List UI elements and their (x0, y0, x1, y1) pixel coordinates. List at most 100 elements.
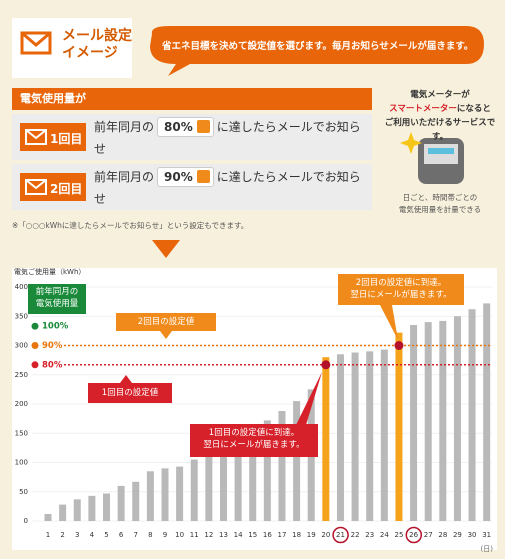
annotation: 2回目の設定値に到達。 翌日にメールが届きます。 (338, 274, 464, 305)
badge-text: 1回目 (50, 130, 82, 147)
bar (469, 309, 476, 521)
x-tick-label: 7 (134, 531, 138, 539)
annotation: 2回目の設定値 (116, 313, 216, 331)
bar (439, 321, 446, 521)
x-tick-label: 1 (46, 531, 50, 539)
x-tick-label: 23 (365, 531, 374, 539)
text: 前年同月の (94, 170, 154, 184)
bar (45, 514, 52, 521)
x-tick-label: 3 (75, 531, 79, 539)
logo-line: メール設定 (62, 28, 132, 45)
bar (395, 333, 402, 521)
y-tick-label: 400 (15, 283, 28, 291)
x-tick-label: 10 (175, 531, 184, 539)
x-tick-label: 12 (204, 531, 213, 539)
meter-line: スマートメーターになると (378, 102, 502, 116)
x-tick-label: 25 (394, 531, 403, 539)
bar (454, 316, 461, 521)
x-tick-label: 24 (380, 531, 389, 539)
x-tick-label: 21 (336, 531, 345, 539)
reference-label: 80% (42, 360, 63, 370)
x-tick-label: 29 (453, 531, 462, 539)
x-tick-label: 8 (148, 531, 152, 539)
percent-select[interactable]: 80% (157, 117, 214, 137)
page: 電気ご使用量（kWh） (日) 050100150200250300350400… (0, 0, 505, 559)
logo-title: メール設定 イメージ (62, 28, 132, 62)
y-tick-label: 150 (15, 429, 28, 437)
x-tick-label: 11 (190, 531, 199, 539)
x-tick-label: 5 (104, 531, 108, 539)
reference-dot (32, 361, 39, 368)
annotation: 1回目の設定値 (88, 383, 172, 403)
bar (118, 486, 125, 521)
bar (220, 448, 227, 521)
x-tick-label: 30 (468, 531, 477, 539)
bar (132, 482, 139, 521)
percent: 90% (164, 170, 193, 184)
x-tick-label: 6 (119, 531, 124, 539)
bar (161, 468, 168, 521)
bar (205, 457, 212, 521)
bar (425, 322, 432, 521)
x-tick-label: 22 (351, 531, 360, 539)
bar (352, 353, 359, 521)
crossing-marker (321, 360, 330, 369)
annotation: 1回目の設定値に到達。 翌日にメールが届きます。 (190, 424, 318, 457)
text: になると (457, 104, 491, 114)
y-tick-label: 200 (15, 400, 28, 408)
panel-title: 電気使用量が (12, 88, 372, 110)
reference-dot (32, 323, 39, 330)
y-tick-label: 350 (15, 312, 28, 320)
mail-icon (25, 179, 47, 195)
x-tick-label: 18 (292, 531, 301, 539)
y-tick-label: 250 (15, 371, 28, 379)
meter-caption: 日ごと、時間帯ごとの 電気使用量を計量できる (378, 192, 502, 216)
bar (88, 496, 95, 521)
badge-text: 2回目 (50, 180, 82, 197)
logo-line: イメージ (62, 45, 132, 62)
badge: 2回目 (20, 173, 86, 201)
y-tick-label: 0 (24, 517, 28, 525)
meter-line: ご利用いただけるサービスです。 (378, 116, 502, 144)
x-tick-label: 13 (219, 531, 228, 539)
x-tick-label: 19 (307, 531, 316, 539)
setting-row: 2回目 前年同月の90%に達したらメールでお知らせ (12, 164, 372, 210)
percent: 80% (164, 120, 193, 134)
x-unit: (日) (481, 545, 494, 553)
x-tick-label: 17 (278, 531, 287, 539)
badge: 1回目 (20, 123, 86, 151)
x-tick-label: 2 (60, 531, 64, 539)
x-tick-label: 31 (482, 531, 491, 539)
x-tick-label: 16 (263, 531, 272, 539)
percent-select[interactable]: 90% (157, 167, 214, 187)
annotation: 前年同月の 電気使用量 (28, 284, 86, 314)
text: 前年同月の (94, 120, 154, 134)
bar (59, 505, 66, 521)
meter-icon (428, 148, 454, 154)
arrow-down (152, 240, 180, 258)
meter-line: 電気メーターが (378, 88, 502, 102)
x-tick-label: 9 (163, 531, 167, 539)
reference-dot (32, 342, 39, 349)
meter-info: 電気メーターが スマートメーターになると ご利用いただけるサービスです。 (378, 88, 502, 144)
y-tick-label: 50 (19, 488, 28, 496)
bar (410, 325, 417, 521)
bar (381, 350, 388, 521)
bar (176, 467, 183, 521)
bar (337, 354, 344, 521)
highlight: スマートメーター (389, 104, 457, 114)
y-tick-label: 100 (15, 459, 28, 467)
bar (322, 357, 329, 521)
caption-line: 電気使用量を計量できる (378, 204, 502, 216)
x-tick-label: 14 (234, 531, 243, 539)
bar (366, 351, 373, 521)
caption-line: 日ごと、時間帯ごとの (378, 192, 502, 204)
crossing-marker (394, 341, 403, 350)
bar (103, 494, 110, 521)
bar (483, 303, 490, 521)
reference-label: 100% (42, 322, 69, 332)
bar (191, 460, 198, 521)
